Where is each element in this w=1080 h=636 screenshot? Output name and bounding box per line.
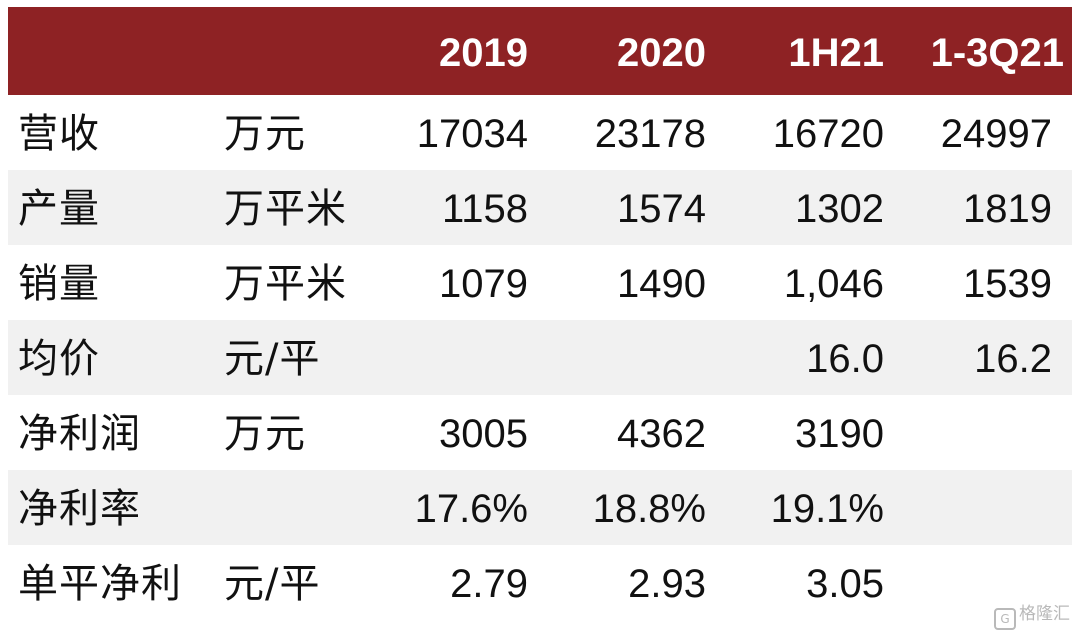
cell-value: 1819 — [963, 187, 1052, 231]
table-header: 2019 2020 1H21 1-3Q21 — [8, 7, 1072, 95]
table-row: 产量 万平米 1158 1574 1302 1819 — [8, 170, 1072, 245]
row-unit: 元/平 — [224, 561, 321, 607]
table-row: 单平净利 元/平 2.79 2.93 3.05 — [8, 545, 1072, 620]
row-unit: 万元 — [224, 411, 306, 457]
cell-value — [902, 395, 1052, 470]
cell-value: 2.93 — [628, 562, 706, 606]
cell-value: 19.1% — [770, 487, 884, 531]
header-col-2019: 2019 — [439, 31, 528, 75]
cell-value: 1079 — [439, 262, 528, 306]
cell-value — [378, 320, 528, 395]
cell-value: 3190 — [795, 412, 884, 456]
gelonghui-logo-icon: G — [994, 608, 1016, 630]
table-row: 净利润 万元 3005 4362 3190 — [8, 395, 1072, 470]
cell-value: 1539 — [963, 262, 1052, 306]
cell-value: 16720 — [772, 112, 884, 156]
cell-value: 1302 — [795, 187, 884, 231]
header-col-1h21: 1H21 — [788, 31, 884, 75]
row-label: 净利润 — [18, 411, 141, 457]
header-col-1-3q21: 1-3Q21 — [930, 31, 1064, 75]
cell-value: 23178 — [594, 112, 706, 156]
data-table: 2019 2020 1H21 1-3Q21 营收 万元 17034 23178 … — [8, 7, 1072, 620]
row-unit: 元/平 — [224, 336, 321, 382]
cell-value — [902, 470, 1052, 545]
cell-value: 24997 — [940, 112, 1052, 156]
cell-value: 17034 — [416, 112, 528, 156]
row-label: 单平净利 — [18, 561, 182, 607]
table-row: 营收 万元 17034 23178 16720 24997 — [8, 95, 1072, 170]
cell-value: 4362 — [617, 412, 706, 456]
cell-value: 16.0 — [806, 337, 884, 381]
row-label: 净利率 — [18, 486, 141, 532]
table-row: 销量 万平米 1079 1490 1,046 1539 — [8, 245, 1072, 320]
watermark-text: 格隆汇 — [1019, 604, 1070, 624]
cell-value: 16.2 — [974, 337, 1052, 381]
cell-value: 1490 — [617, 262, 706, 306]
row-unit: 万平米 — [224, 186, 347, 232]
watermark: G 格隆汇 — [994, 599, 1070, 630]
row-unit: 万元 — [224, 111, 306, 157]
cell-value: 17.6% — [414, 487, 528, 531]
cell-value: 1,046 — [783, 262, 884, 306]
header-col-2020: 2020 — [617, 31, 706, 75]
cell-value: 3005 — [439, 412, 528, 456]
cell-value: 3.05 — [806, 562, 884, 606]
row-label: 产量 — [18, 186, 100, 232]
row-label: 营收 — [18, 111, 100, 157]
row-label: 均价 — [18, 336, 100, 382]
row-label: 销量 — [18, 261, 100, 307]
cell-value — [556, 320, 706, 395]
table-row: 均价 元/平 16.0 16.2 — [8, 320, 1072, 395]
cell-value: 18.8% — [592, 487, 706, 531]
table-row: 净利率 17.6% 18.8% 19.1% — [8, 470, 1072, 545]
cell-value: 2.79 — [450, 562, 528, 606]
cell-value: 1574 — [617, 187, 706, 231]
row-unit: 万平米 — [224, 261, 347, 307]
cell-value: 1158 — [441, 187, 528, 231]
